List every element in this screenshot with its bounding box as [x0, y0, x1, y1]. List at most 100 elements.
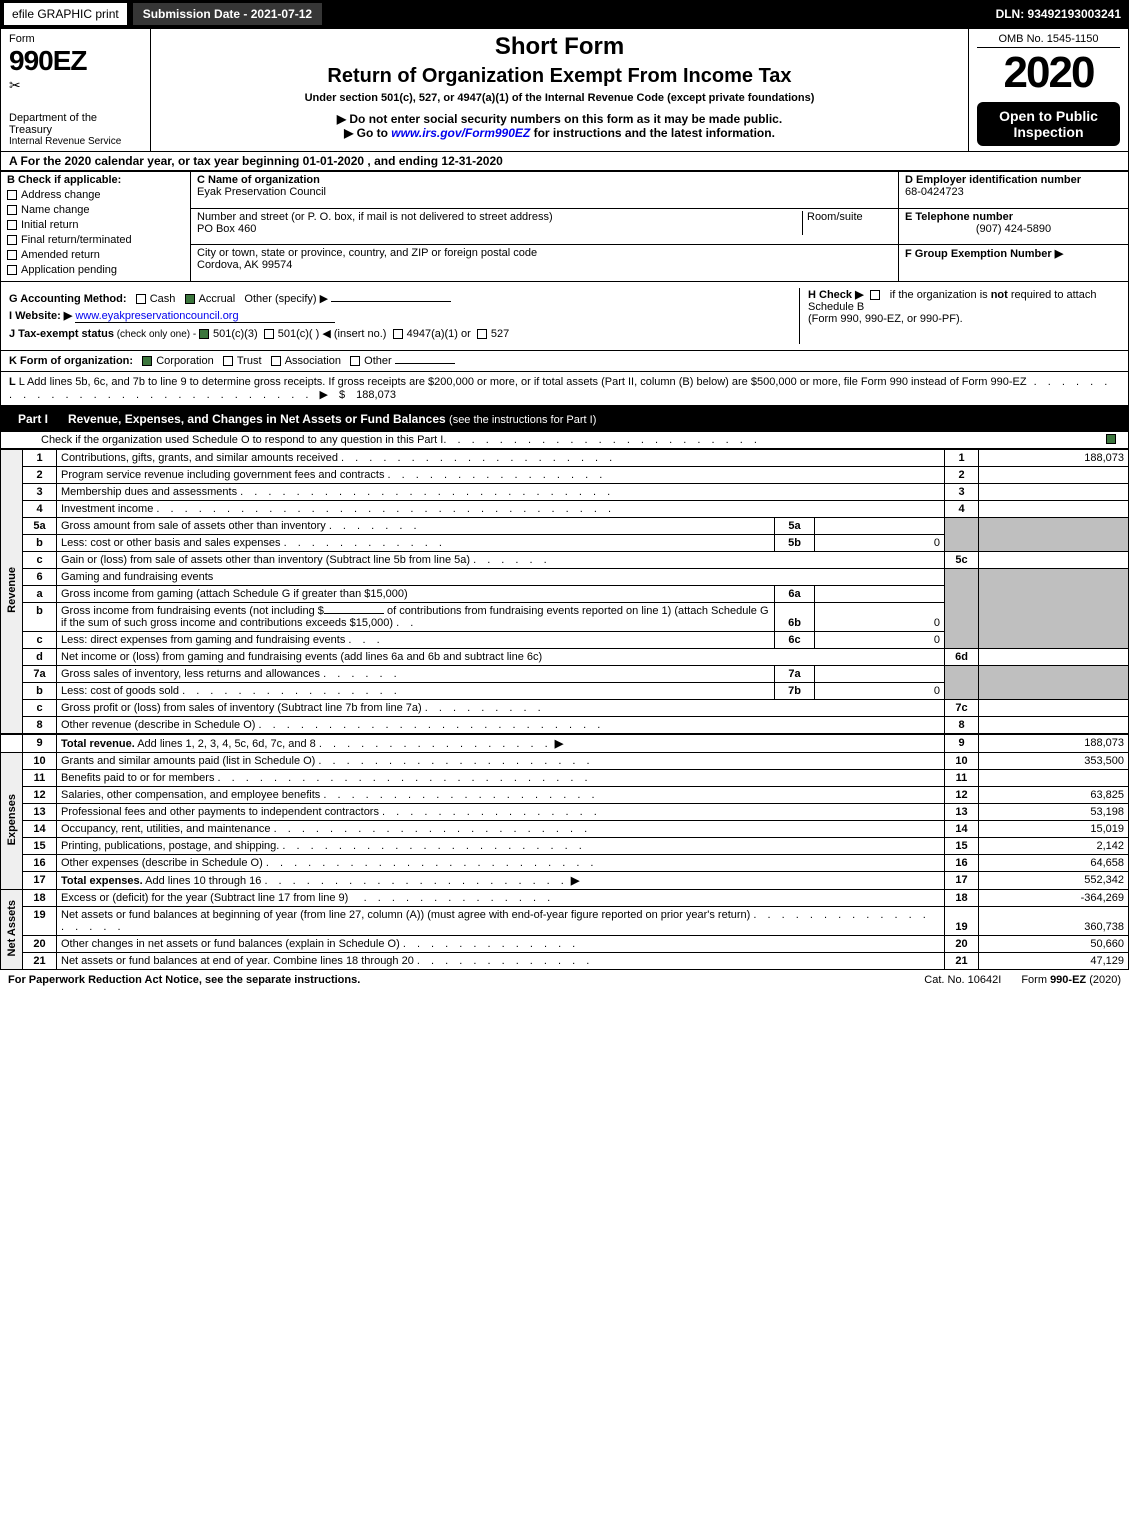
chk-application-pending[interactable]: Application pending	[7, 264, 184, 276]
info-table: B Check if applicable: Address change Na…	[0, 171, 1129, 282]
line-6b-desc: Gross income from fundraising events (no…	[57, 603, 775, 632]
line-13-desc: Professional fees and other payments to …	[57, 804, 945, 821]
line-11-amt	[979, 770, 1129, 787]
efile-rest: GRAPHIC print	[34, 7, 119, 21]
website-link[interactable]: www.eyakpreservationcouncil.org	[75, 310, 335, 323]
line-20-desc: Other changes in net assets or fund bala…	[57, 936, 945, 953]
line-17-desc: Total expenses. Add lines 10 through 16 …	[57, 872, 945, 890]
chk-501c[interactable]	[264, 329, 274, 339]
section-c-name: C Name of organization Eyak Preservation…	[191, 172, 899, 209]
line-7b-desc: Less: cost of goods sold . . . . . . . .…	[57, 683, 775, 700]
form-number: 990EZ	[9, 45, 142, 77]
chk-501c3[interactable]	[199, 329, 209, 339]
efile-label: efile	[12, 7, 34, 21]
expenses-side-label: Expenses	[1, 753, 23, 890]
line-2-desc: Program service revenue including govern…	[57, 467, 945, 484]
chk-assoc[interactable]	[271, 356, 281, 366]
section-c-city: City or town, state or province, country…	[191, 245, 899, 282]
chk-part1-schedO[interactable]	[1106, 434, 1116, 444]
ein-value: 68-0424723	[905, 186, 1122, 198]
section-l: L L Add lines 5b, 6c, and 7b to line 9 t…	[0, 372, 1129, 406]
line-21-desc: Net assets or fund balances at end of ye…	[57, 953, 945, 970]
section-h: H Check ▶ if the organization is not req…	[800, 288, 1120, 344]
line-16-desc: Other expenses (describe in Schedule O) …	[57, 855, 945, 872]
chk-name-change[interactable]: Name change	[7, 204, 184, 216]
section-b-label: B Check if applicable:	[7, 174, 184, 186]
section-b: B Check if applicable: Address change Na…	[1, 172, 191, 282]
addr-label: Number and street (or P. O. box, if mail…	[197, 211, 802, 223]
line-19-desc: Net assets or fund balances at beginning…	[57, 907, 945, 936]
submission-date-button[interactable]: Submission Date - 2021-07-12	[133, 3, 322, 25]
form-label: Form	[9, 33, 142, 45]
line-7b-val: 0	[815, 683, 945, 700]
short-form-title: Short Form	[159, 33, 960, 61]
chk-cash[interactable]	[136, 294, 146, 304]
dept-treasury: Department of the Treasury	[9, 112, 142, 136]
efile-print-button[interactable]: efile GRAPHIC print	[4, 3, 127, 25]
chk-4947[interactable]	[393, 329, 403, 339]
line-15-desc: Printing, publications, postage, and shi…	[57, 838, 945, 855]
chk-accrual[interactable]	[185, 294, 195, 304]
line-10-desc: Grants and similar amounts paid (list in…	[57, 753, 945, 770]
line-7c-amt	[979, 700, 1129, 717]
line-4-amt	[979, 501, 1129, 518]
part1-label: Part I	[8, 410, 58, 428]
main-table: Revenue 1 Contributions, gifts, grants, …	[0, 449, 1129, 970]
header-right: OMB No. 1545-1150 2020 Open to Public In…	[969, 29, 1129, 152]
line-4-desc: Investment income . . . . . . . . . . . …	[57, 501, 945, 518]
section-d: D Employer identification number 68-0424…	[899, 172, 1129, 209]
line-15-amt: 2,142	[979, 838, 1129, 855]
dln-label: DLN: 93492193003241	[996, 7, 1129, 21]
section-a: A For the 2020 calendar year, or tax yea…	[0, 152, 1129, 171]
line-5b-desc: Less: cost or other basis and sales expe…	[57, 535, 775, 552]
chk-corp[interactable]	[142, 356, 152, 366]
line-13-amt: 53,198	[979, 804, 1129, 821]
line-6c-desc: Less: direct expenses from gaming and fu…	[57, 632, 775, 649]
line-8-desc: Other revenue (describe in Schedule O) .…	[57, 717, 945, 735]
line-18-amt: -364,269	[979, 890, 1129, 907]
chk-h[interactable]	[870, 290, 880, 300]
line-3-desc: Membership dues and assessments . . . . …	[57, 484, 945, 501]
city-value: Cordova, AK 99574	[197, 259, 892, 271]
goto-note: ▶ Go to www.irs.gov/Form990EZ for instru…	[159, 126, 960, 140]
chk-initial-return[interactable]: Initial return	[7, 219, 184, 231]
chk-trust[interactable]	[223, 356, 233, 366]
line-3-amt	[979, 484, 1129, 501]
line-17-amt: 552,342	[979, 872, 1129, 890]
phone-value: (907) 424-5890	[905, 223, 1122, 235]
line-11-desc: Benefits paid to or for members . . . . …	[57, 770, 945, 787]
goto-link[interactable]: www.irs.gov/Form990EZ	[391, 126, 530, 140]
section-k: K Form of organization: Corporation Trus…	[0, 351, 1129, 372]
line-5b-val: 0	[815, 535, 945, 552]
chk-other-org[interactable]	[350, 356, 360, 366]
line-14-desc: Occupancy, rent, utilities, and maintena…	[57, 821, 945, 838]
line-16-amt: 64,658	[979, 855, 1129, 872]
dept-irs: Internal Revenue Service	[9, 136, 142, 147]
gross-receipts: 188,073	[356, 389, 396, 401]
f-label: F Group Exemption Number ▶	[905, 248, 1063, 260]
line-9-desc: Total revenue. Add lines 1, 2, 3, 4, 5c,…	[57, 734, 945, 753]
chk-527[interactable]	[477, 329, 487, 339]
section-i: I Website: ▶ www.eyakpreservationcouncil…	[9, 309, 791, 323]
city-label: City or town, state or province, country…	[197, 247, 892, 259]
part1-header: Part I Revenue, Expenses, and Changes in…	[0, 406, 1129, 432]
cat-no: Cat. No. 10642I	[924, 974, 1001, 986]
part1-check-line: Check if the organization used Schedule …	[0, 432, 1129, 449]
top-bar: efile GRAPHIC print Submission Date - 20…	[0, 0, 1129, 28]
chk-final-return[interactable]: Final return/terminated	[7, 234, 184, 246]
tax-year: 2020	[977, 48, 1120, 98]
chk-address-change[interactable]: Address change	[7, 189, 184, 201]
line-6a-val	[815, 586, 945, 603]
d-label: D Employer identification number	[905, 174, 1122, 186]
line-6d-amt	[979, 649, 1129, 666]
header-center: Short Form Return of Organization Exempt…	[151, 29, 969, 152]
line-2-amt	[979, 467, 1129, 484]
inspection-box: Open to Public Inspection	[977, 102, 1120, 146]
omb-number: OMB No. 1545-1150	[977, 33, 1120, 48]
line-8-amt	[979, 717, 1129, 735]
section-f: F Group Exemption Number ▶	[899, 245, 1129, 282]
chk-amended-return[interactable]: Amended return	[7, 249, 184, 261]
line-19-amt: 360,738	[979, 907, 1129, 936]
room-label: Room/suite	[802, 211, 892, 235]
line-6b-val: 0	[815, 603, 945, 632]
